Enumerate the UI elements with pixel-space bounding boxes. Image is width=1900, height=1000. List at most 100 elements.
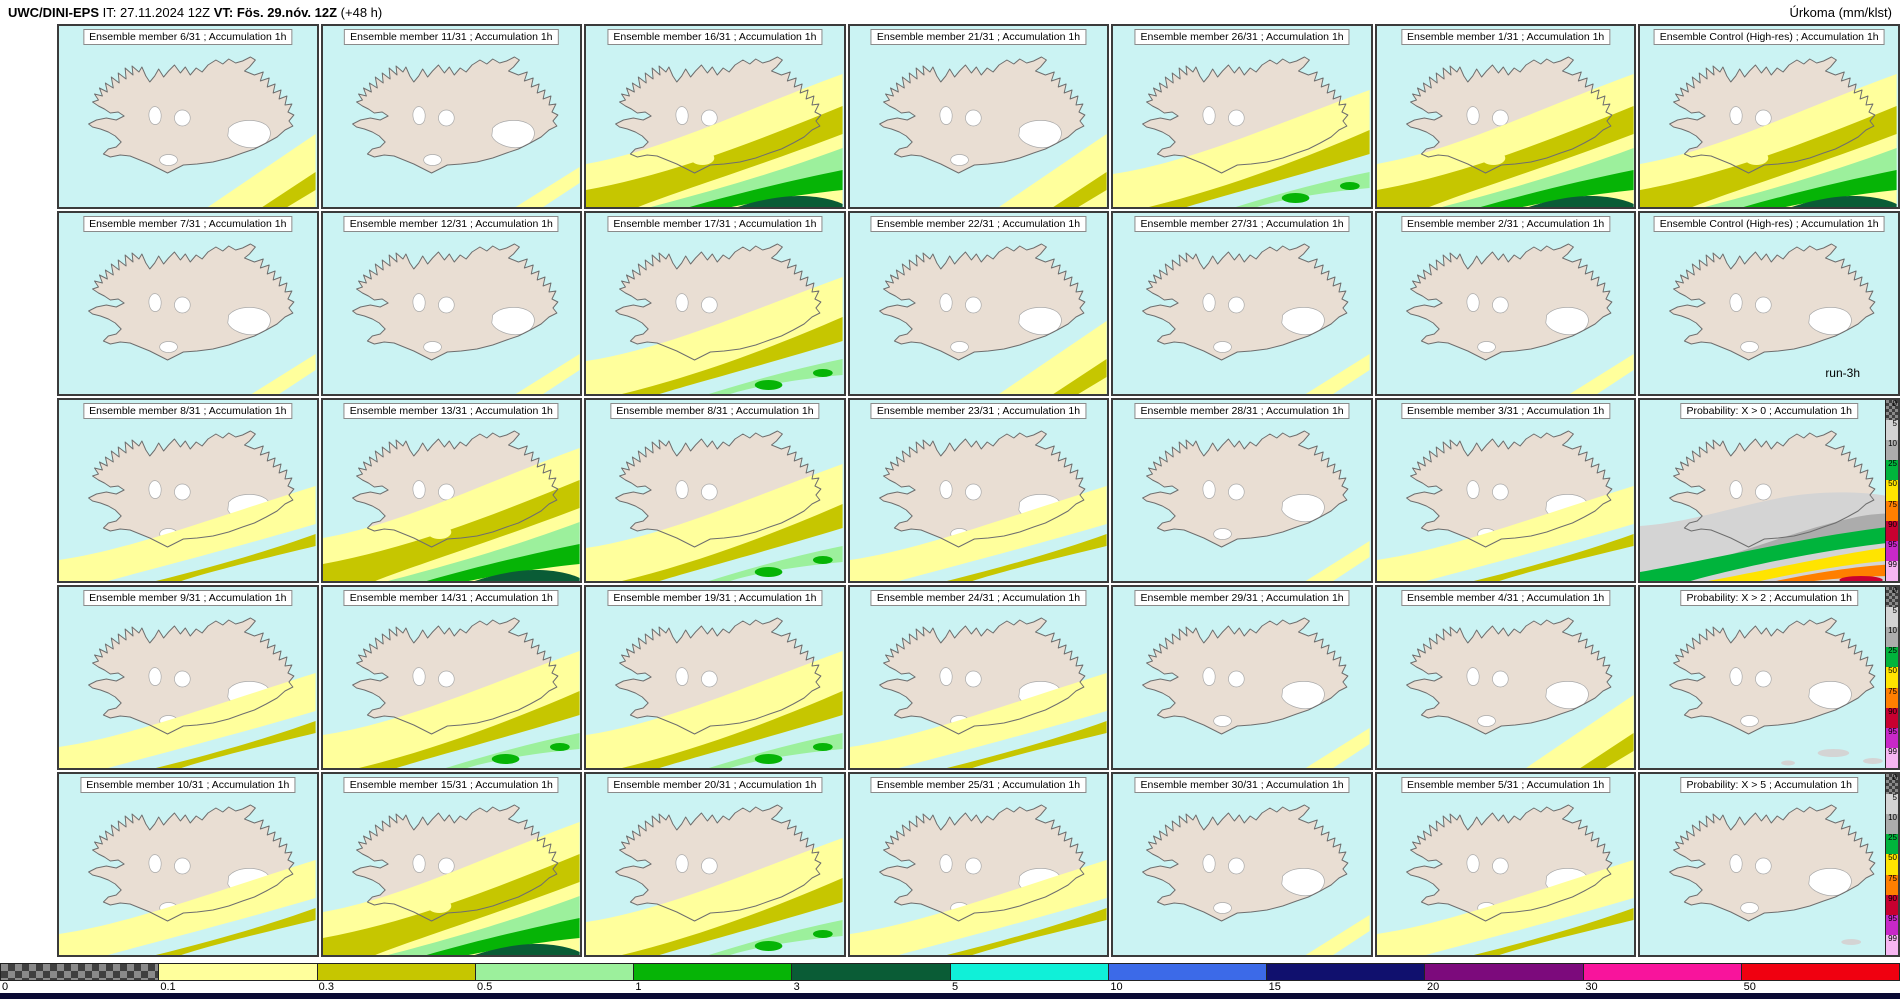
iceland-map [1376, 213, 1635, 394]
map-panel: Ensemble member 10/31 ; Accumulation 1h [57, 772, 319, 957]
prob-scale-label: 75 [1888, 686, 1897, 696]
panel-title: Ensemble Control (High-res) ; Accumulati… [1653, 29, 1885, 45]
prob-scale-segment [1886, 587, 1898, 608]
colorbar-label: 0 [2, 981, 9, 993]
panel-title: Ensemble member 16/31 ; Accumulation 1h [607, 29, 823, 45]
prob-scale-segment [1886, 747, 1898, 768]
prob-scale-segment [1886, 834, 1898, 855]
prob-scale-segment [1886, 854, 1898, 875]
colorbar-segment [317, 964, 476, 980]
model-name: UWC/DINI-EPS [8, 4, 99, 20]
colorbar-label: 1 [635, 981, 642, 993]
colorbar-label: 15 [1268, 981, 1281, 993]
iceland-map [1640, 774, 1898, 955]
map-panel: Ensemble member 7/31 ; Accumulation 1h [57, 211, 319, 396]
panel-title: Ensemble member 20/31 ; Accumulation 1h [607, 777, 823, 793]
colorbar-segment [159, 964, 318, 980]
map-panel: Ensemble member 24/31 ; Accumulation 1h [847, 585, 1110, 770]
iceland-map [59, 587, 317, 768]
iceland-map [1376, 400, 1635, 581]
prob-scale-segment [1886, 894, 1898, 915]
run-info: UWC/DINI-EPS IT: 27.11.2024 12Z VT: Fös.… [8, 5, 382, 20]
panel-title: Ensemble member 14/31 ; Accumulation 1h [343, 590, 559, 606]
map-panel: Ensemble member 26/31 ; Accumulation 1h [1111, 24, 1373, 209]
colorbar-segment [634, 964, 793, 980]
panel-title: Probability: X > 2 ; Accumulation 1h [1680, 590, 1858, 606]
panel-title: Ensemble member 29/31 ; Accumulation 1h [1134, 590, 1350, 606]
colorbar-segment [792, 964, 951, 980]
iceland-map [586, 587, 844, 768]
colorbar-labels: 0 0.1 0.3 0.5 1 3 5 10 15 20 30 50 [0, 981, 1900, 993]
iceland-map [1113, 213, 1371, 394]
panel-title: Ensemble member 27/31 ; Accumulation 1h [1134, 216, 1350, 232]
panel-title: Ensemble Control (High-res) ; Accumulati… [1653, 216, 1885, 232]
iceland-map [849, 26, 1108, 207]
prob-scale-segment [1886, 914, 1898, 935]
panel-title: Ensemble member 6/31 ; Accumulation 1h [83, 29, 293, 45]
map-panel: Ensemble member 4/31 ; Accumulation 1h [1374, 585, 1637, 770]
panel-title: Ensemble member 25/31 ; Accumulation 1h [870, 777, 1087, 793]
map-panel: Ensemble member 5/31 ; Accumulation 1h [1374, 772, 1637, 957]
prob-scale-label: 95 [1888, 726, 1897, 736]
prob-scale-segment [1886, 774, 1898, 795]
panel-grid: Ensemble member 6/31 ; Accumulation 1h En… [57, 24, 1900, 957]
iceland-map [849, 587, 1108, 768]
iceland-map [322, 400, 581, 581]
map-panel: Ensemble member 21/31 ; Accumulation 1h [847, 24, 1110, 209]
iceland-map [849, 213, 1108, 394]
colorbar-label: 30 [1585, 981, 1598, 993]
map-panel: Ensemble member 1/31 ; Accumulation 1h [1374, 24, 1637, 209]
map-panel: Probability: X > 5 ; Accumulation 1h 0 5 10… [1638, 772, 1900, 957]
prob-scale-segment [1886, 707, 1898, 728]
panel-title: Ensemble member 22/31 ; Accumulation 1h [870, 216, 1087, 232]
iceland-map [59, 774, 317, 955]
prob-scale-label: 0 [1892, 773, 1897, 782]
colorbar-segment [0, 964, 160, 980]
panel-title: Ensemble member 12/31 ; Accumulation 1h [343, 216, 559, 232]
iceland-map [849, 774, 1108, 955]
panel-title: Ensemble member 8/31 ; Accumulation 1h [610, 403, 820, 419]
panel-title: Ensemble member 4/31 ; Accumulation 1h [1400, 590, 1611, 606]
map-panel: Ensemble member 29/31 ; Accumulation 1h [1111, 585, 1373, 770]
colorbar-segment [475, 964, 634, 980]
iceland-map [1113, 400, 1371, 581]
panel-title: Ensemble member 21/31 ; Accumulation 1h [870, 29, 1087, 45]
prob-scale-label: 50 [1888, 853, 1897, 863]
map-panel: Ensemble member 28/31 ; Accumulation 1h [1111, 398, 1373, 583]
panel-title: Ensemble member 1/31 ; Accumulation 1h [1400, 29, 1611, 45]
prob-scale-label: 5 [1892, 606, 1897, 616]
panel-title: Ensemble member 15/31 ; Accumulation 1h [343, 777, 559, 793]
map-panel: Ensemble member 27/31 ; Accumulation 1h [1111, 211, 1373, 396]
panel-title: Ensemble member 23/31 ; Accumulation 1h [870, 403, 1087, 419]
run-offset-label: run-3h [1825, 366, 1860, 380]
iceland-map [1376, 774, 1635, 955]
iceland-map [1640, 587, 1898, 768]
map-panel: Ensemble member 19/31 ; Accumulation 1h [584, 585, 846, 770]
panel-title: Ensemble member 24/31 ; Accumulation 1h [870, 590, 1087, 606]
map-panel: Ensemble Control (High-res) ; Accumulati… [1638, 211, 1900, 396]
iceland-map [322, 213, 581, 394]
prob-scale-label: 0 [1892, 399, 1897, 408]
header-bar: UWC/DINI-EPS IT: 27.11.2024 12Z VT: Fös.… [0, 0, 1900, 24]
map-panel: Ensemble member 17/31 ; Accumulation 1h [584, 211, 846, 396]
prob-scale-label: 25 [1888, 646, 1897, 656]
prob-scale-label: 50 [1888, 479, 1897, 489]
map-panel: Ensemble member 6/31 ; Accumulation 1h [57, 24, 319, 209]
map-panel: Ensemble member 16/31 ; Accumulation 1h [584, 24, 846, 209]
colorbar-label: 10 [1110, 981, 1123, 993]
prob-scale-segment [1886, 460, 1898, 481]
prob-scale-label: 5 [1892, 793, 1897, 803]
prob-scale-segment [1886, 560, 1898, 581]
iceland-map [322, 774, 581, 955]
iceland-map [1113, 774, 1371, 955]
colorbar-label: 0.1 [160, 981, 176, 993]
iceland-map [1640, 213, 1898, 394]
map-panel: Ensemble member 11/31 ; Accumulation 1h [320, 24, 583, 209]
panel-title: Ensemble member 13/31 ; Accumulation 1h [343, 403, 559, 419]
map-panel: Ensemble member 9/31 ; Accumulation 1h [57, 585, 319, 770]
probability-scale: 0 5 10 25 50 75 90 95 99 [1885, 774, 1898, 955]
prob-scale-segment [1886, 607, 1898, 628]
iceland-map [1640, 400, 1898, 581]
iceland-map [1640, 26, 1898, 207]
iceland-map [1113, 26, 1371, 207]
